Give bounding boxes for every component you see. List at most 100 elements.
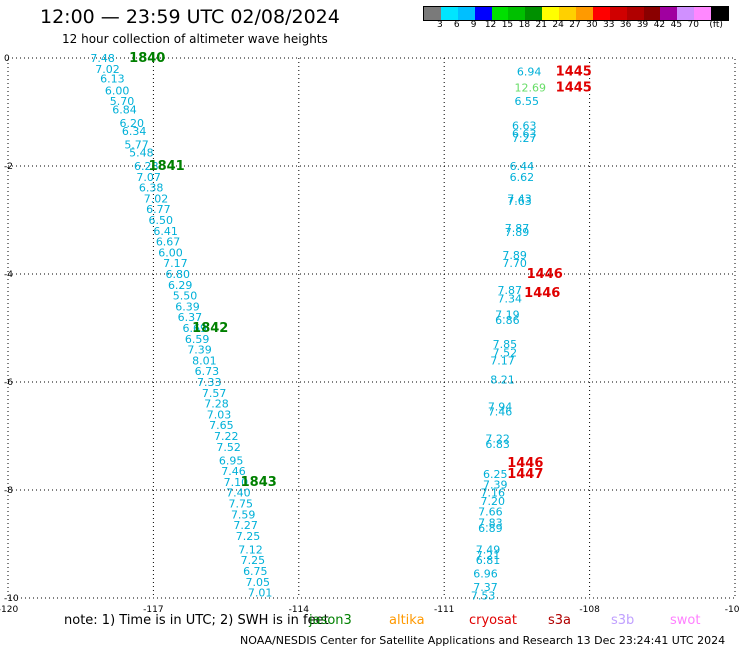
- swh-value: 6.96: [473, 568, 498, 581]
- swh-value: 7.16: [481, 487, 506, 500]
- swh-value: 6.44: [510, 160, 535, 173]
- color-swatch: [440, 7, 458, 20]
- swh-value: 7.75: [229, 498, 254, 511]
- swh-value: 7.27: [233, 519, 258, 532]
- pass-time-label: 1446: [507, 456, 543, 471]
- swh-value: 7.10: [224, 476, 249, 489]
- legend-item-jason3: jason3: [309, 613, 352, 628]
- color-swatch: [677, 7, 695, 20]
- swh-value: 6.39: [175, 300, 200, 313]
- swh-value: 7.37: [473, 581, 498, 594]
- data-points: 7.487.026.136.005.706.846.206.345.775.48…: [90, 52, 546, 602]
- swh-value: 7.40: [226, 487, 251, 500]
- color-scale-label: 42: [653, 20, 666, 30]
- swh-value: 6.62: [510, 171, 535, 184]
- swh-value: 6.37: [178, 311, 203, 324]
- chart-subtitle: 12 hour collection of altimeter wave hei…: [62, 32, 328, 46]
- color-swatch: [491, 7, 509, 20]
- chart-title: 12:00 — 23:59 UTC 02/08/2024: [40, 6, 340, 28]
- swh-value: 6.89: [478, 522, 503, 535]
- color-scale-label: 18: [518, 20, 531, 30]
- swh-value: 7.94: [488, 400, 513, 413]
- swh-value: 7.66: [478, 506, 503, 519]
- swh-value: 5.50: [173, 290, 198, 303]
- swh-value: 7.57: [202, 387, 227, 400]
- swh-value: 7.87: [498, 284, 522, 297]
- pass-time-label: 1841: [149, 159, 185, 174]
- swh-value: 6.69: [182, 322, 207, 335]
- pass-time-label: 1446: [527, 267, 563, 282]
- swh-value: 7.52: [216, 441, 241, 454]
- footer-credit: NOAA/NESDIS Center for Satellite Applica…: [240, 634, 726, 647]
- swh-value: 6.67: [156, 236, 181, 249]
- swh-value: 6.80: [166, 268, 191, 281]
- swh-value: 7.89: [505, 226, 530, 239]
- swh-value: 6.55: [514, 95, 539, 108]
- swh-value: 6.83: [485, 438, 510, 451]
- legend-item-swot: swot: [670, 613, 701, 628]
- swh-value: 8.21: [490, 373, 515, 386]
- x-tick-label: -117: [143, 605, 163, 615]
- swh-value: 7.22: [214, 430, 239, 443]
- swh-value: 7.65: [209, 419, 234, 432]
- swh-value: 6.38: [139, 182, 164, 195]
- swh-value: 7.33: [197, 376, 222, 389]
- swh-value: 7.19: [495, 309, 519, 322]
- swh-value: 6.25: [483, 468, 508, 481]
- x-tick-label: -111: [434, 605, 454, 615]
- swh-value: 7.22: [485, 433, 510, 446]
- swh-value: 6.95: [219, 454, 244, 467]
- pass-time-label: 1446: [524, 286, 560, 301]
- color-swatch: [457, 7, 475, 20]
- y-tick-label: -8: [4, 486, 13, 496]
- y-tick-label: -6: [4, 378, 13, 388]
- plot-frame: [7, 57, 736, 599]
- swh-value: 6.94: [517, 66, 542, 79]
- swh-value: 7.21: [476, 549, 501, 562]
- color-scale-label: (ft): [709, 20, 723, 30]
- y-tick-label: -10: [4, 594, 19, 604]
- swh-value: 7.39: [483, 479, 508, 492]
- color-swatch: [542, 7, 560, 20]
- color-scale-label: 45: [670, 20, 683, 30]
- color-swatch: [474, 7, 492, 20]
- swh-value: 7.85: [493, 338, 517, 351]
- swh-value: 6.41: [153, 225, 178, 238]
- swh-value: 7.07: [136, 171, 161, 184]
- color-swatch: [694, 7, 712, 20]
- note-text: note: 1) Time is in UTC; 2) SWH is in fe…: [64, 613, 329, 628]
- swh-value: 12.69: [514, 82, 546, 95]
- color-swatch: [626, 7, 644, 20]
- swh-value: 5.48: [129, 147, 154, 160]
- color-swatch: [576, 7, 593, 20]
- swh-value: 6.81: [476, 554, 501, 567]
- swh-value: 7.05: [245, 576, 270, 589]
- pass-time-label: 1447: [507, 467, 543, 482]
- swh-value: 7.46: [488, 406, 513, 419]
- y-tick-label: -4: [4, 270, 13, 280]
- legend-item-s3b: s3b: [611, 613, 635, 628]
- legend-item-cryosat: cryosat: [469, 613, 517, 628]
- legend-item-altika: altika: [389, 613, 425, 628]
- color-swatch: [643, 7, 661, 20]
- swh-value: 7.49: [476, 543, 501, 556]
- color-swatch: [711, 7, 729, 20]
- swh-value: 5.77: [124, 138, 149, 151]
- swh-value: 7.01: [248, 587, 273, 600]
- swh-value: 7.63: [507, 195, 532, 208]
- color-scale-label: 30: [586, 20, 598, 30]
- x-tick-label: -114: [289, 605, 310, 615]
- color-scale-labels: 3 6 9 12 15 18 21 24 27 30 33 36 39 42 45 70 (ft): [423, 20, 740, 34]
- color-swatch: [508, 7, 526, 20]
- color-scale-label: 24: [552, 20, 564, 30]
- color-scale-label: 21: [535, 20, 547, 30]
- color-scale-label: 70: [687, 20, 699, 30]
- swh-value: 7.20: [481, 495, 506, 508]
- color-scale-label: 12: [484, 20, 497, 30]
- pass-time-label: 1842: [192, 321, 228, 336]
- y-tick-label: -2: [4, 162, 13, 172]
- swh-value: 7.83: [478, 516, 503, 529]
- pass-time-label: 1843: [241, 475, 277, 490]
